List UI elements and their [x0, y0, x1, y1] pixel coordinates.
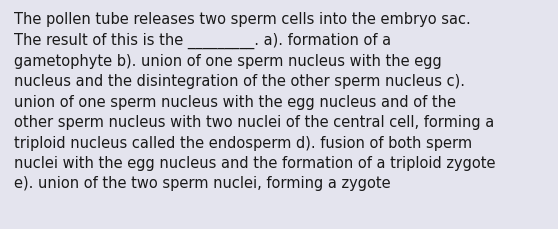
Text: The pollen tube releases two sperm cells into the embryo sac.
The result of this: The pollen tube releases two sperm cells… [14, 12, 496, 191]
